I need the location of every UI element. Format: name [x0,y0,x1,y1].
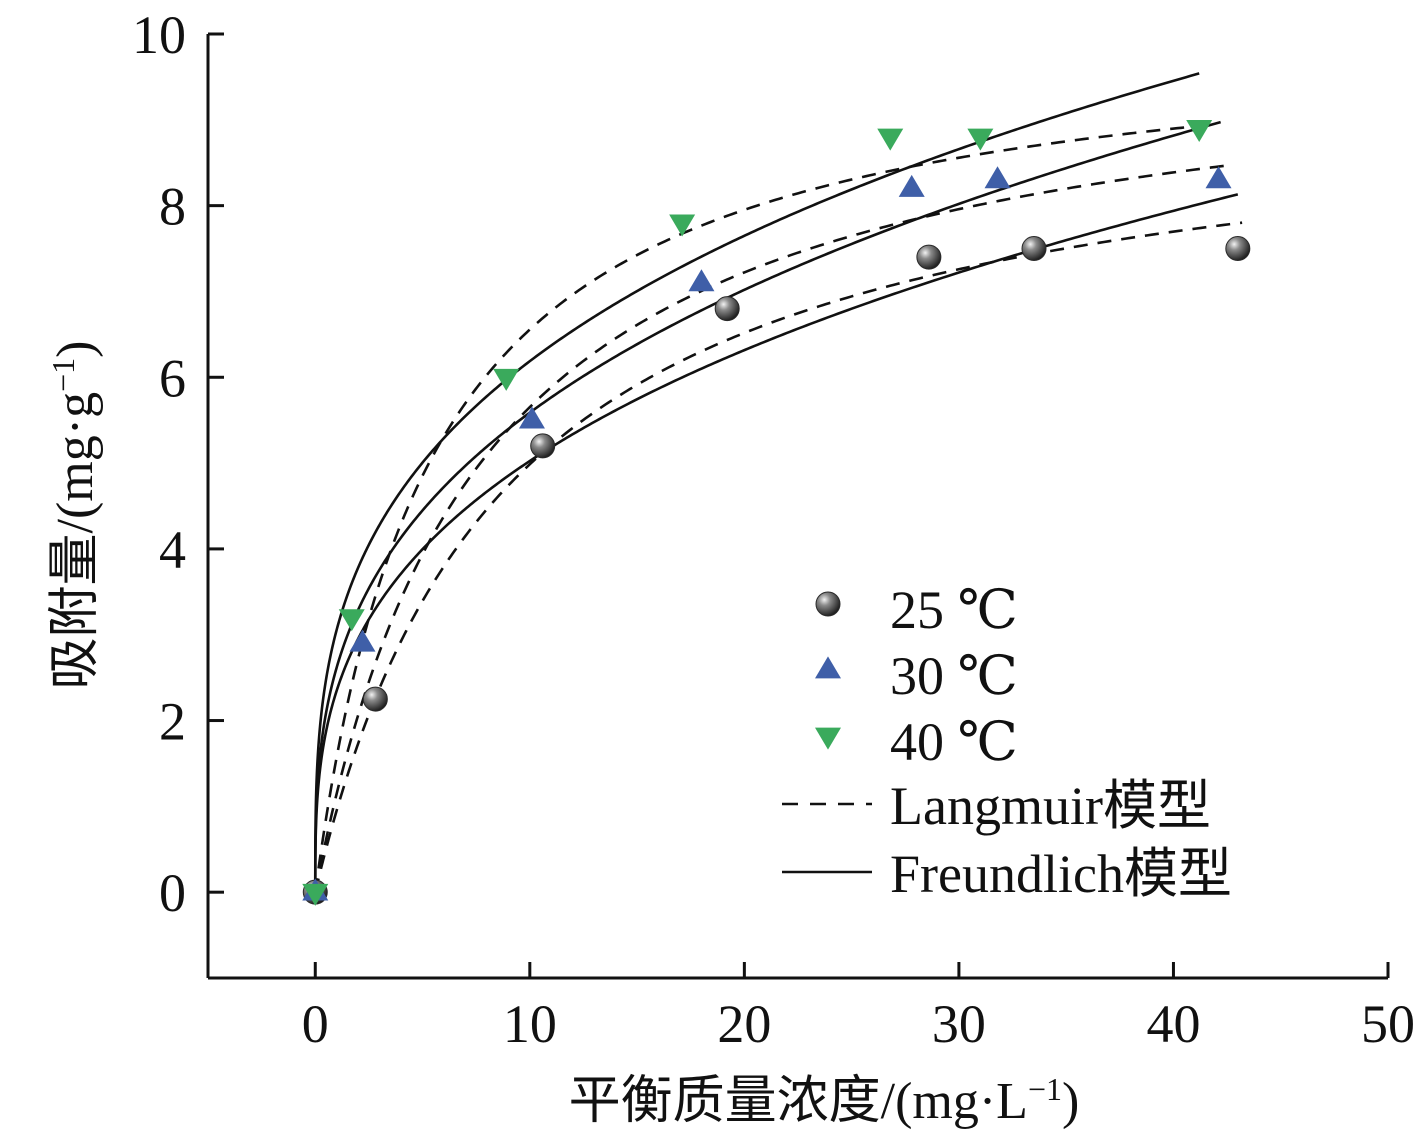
y-axis-title-text: 吸附量/(mg·g [47,392,104,690]
y-tick-label: 0 [159,863,186,923]
data-point-series-3 [1186,120,1213,143]
legend-marker-1 [815,591,841,617]
x-axis-title-text: 平衡质量浓度/(mg·L [569,1073,1028,1130]
y-tick-label: 6 [159,348,186,408]
legend-label-1: 25 ℃ [890,580,1018,640]
data-point-series-2 [518,406,545,429]
legend-label-3: 40 ℃ [890,712,1018,772]
legend-label-2: 30 ℃ [890,646,1018,706]
data-point-series-3 [302,883,329,906]
data-point-series-2 [984,166,1011,189]
axes: 0 2 4 6 8 10 0 10 20 30 40 50 [132,5,1415,1054]
data-point-series-2 [898,174,925,197]
data-point-series-1 [1021,236,1047,262]
legend-model-label-2: Freundlich模型 [890,844,1232,904]
x-tick-label: 0 [302,994,329,1054]
legend-model-label-1: Langmuir模型 [890,776,1211,836]
fit-curves [313,72,1243,893]
langmuir-curve-3 [313,124,1204,893]
x-axis-title-superscript: −1 [1028,1071,1062,1107]
data-point-series-2 [1205,166,1232,189]
data-point-series-1 [1225,236,1251,262]
y-tick-label: 8 [159,177,186,237]
data-point-series-3 [338,609,365,632]
freundlich-curve-2 [313,120,1222,893]
langmuir-curve-2 [314,164,1226,893]
data-point-series-2 [688,269,715,292]
x-tick-label: 20 [717,994,771,1054]
x-tick-label: 30 [932,994,986,1054]
legend-marker-3 [815,727,841,750]
data-point-series-1 [362,686,388,712]
data-point-series-3 [493,368,520,391]
data-point-series-3 [669,214,696,237]
data-markers [302,120,1251,906]
data-point-series-3 [967,128,994,151]
y-axis-title-superscript: −1 [45,358,81,392]
data-point-series-3 [877,128,904,151]
x-tick-label: 40 [1146,994,1200,1054]
x-tick-label: 50 [1361,994,1415,1054]
freundlich-curve-3 [313,72,1200,893]
y-tick-label: 10 [132,5,186,65]
y-tick-label: 2 [159,692,186,752]
x-tick-label: 10 [503,994,557,1054]
x-axis-title-end: ) [1062,1073,1079,1130]
legend-marker-2 [815,656,841,679]
data-point-series-1 [530,433,556,459]
y-tick-label: 4 [159,520,186,580]
data-point-series-1 [916,244,942,270]
data-point-series-2 [349,629,376,652]
y-axis-title: 吸附量/(mg·g−1) [45,341,104,690]
x-axis-title: 平衡质量浓度/(mg·L−1) [569,1071,1080,1130]
data-point-series-1 [714,296,740,322]
y-axis-title-end: ) [47,341,104,358]
